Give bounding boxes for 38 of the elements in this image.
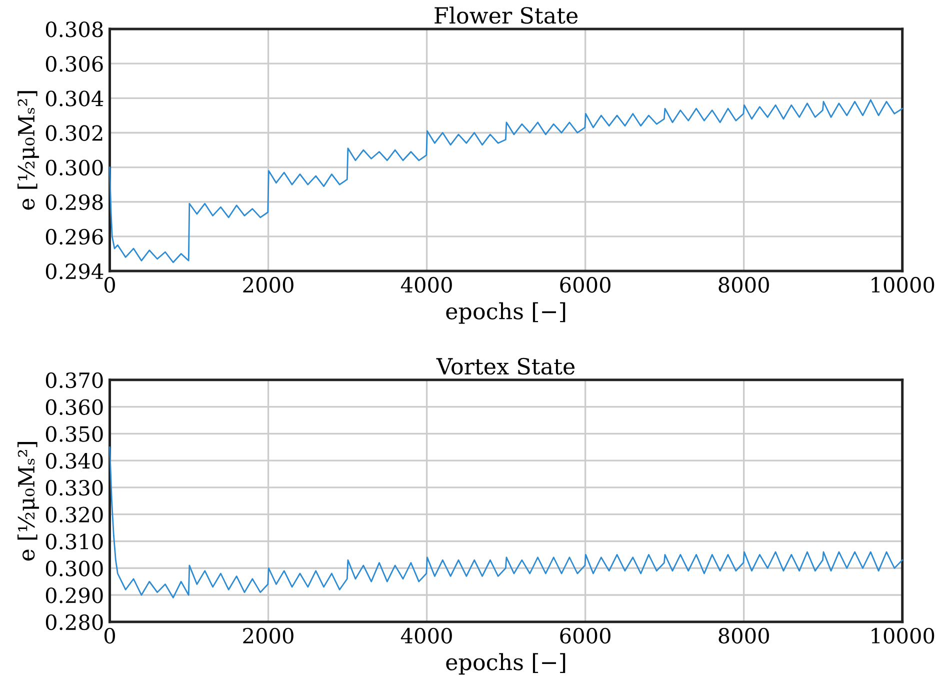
x-tick-label: 0 [104,628,115,644]
x-tick-label: 10000 [872,276,934,293]
x-tick-label: 4000 [400,276,452,293]
chart-title: Flower State [434,6,578,24]
y-tick-label: 0.330 [46,480,103,496]
x-tick-label: 6000 [560,628,610,644]
x-tick-label: 10000 [872,628,934,644]
y-tick-label: 0.300 [46,160,103,176]
y-tick-label: 0.320 [46,506,103,523]
y-tick-label: 0.340 [46,453,103,469]
x-tick-label: 0 [104,276,115,293]
y-tick-label: 0.294 [46,263,104,280]
x-tick-label: 8000 [718,276,769,293]
x-tick-label: 2000 [243,628,294,644]
y-tick-label: 0.308 [46,21,103,38]
x-axis-title: epochs [−] [446,302,566,324]
x-tick-label: 6000 [560,276,610,293]
y-tick-label: 0.304 [46,90,104,106]
y-tick-label: 0.280 [46,614,103,630]
y-axis-title: e [½μ₀Mₛ²] [17,91,39,210]
line-series [109,446,904,598]
x-tick-label: 2000 [243,276,294,293]
y-axis-title: e [½μ₀Mₛ²] [17,442,39,561]
chart-title: Vortex State [436,358,575,375]
x-tick-label: 4000 [400,628,452,644]
y-tick-label: 0.306 [46,56,103,72]
x-tick-label: 8000 [718,628,769,644]
y-tick-label: 0.300 [46,560,103,576]
y-tick-label: 0.370 [46,372,103,388]
y-tick-label: 0.350 [46,426,103,442]
y-tick-label: 0.360 [46,399,103,416]
y-tick-label: 0.296 [46,228,103,245]
line-series [109,99,904,264]
y-tick-label: 0.290 [46,587,103,604]
y-tick-label: 0.298 [46,194,103,210]
y-tick-label: 0.310 [46,534,103,550]
y-tick-label: 0.302 [46,125,102,141]
x-axis-title: epochs [−] [446,653,566,675]
